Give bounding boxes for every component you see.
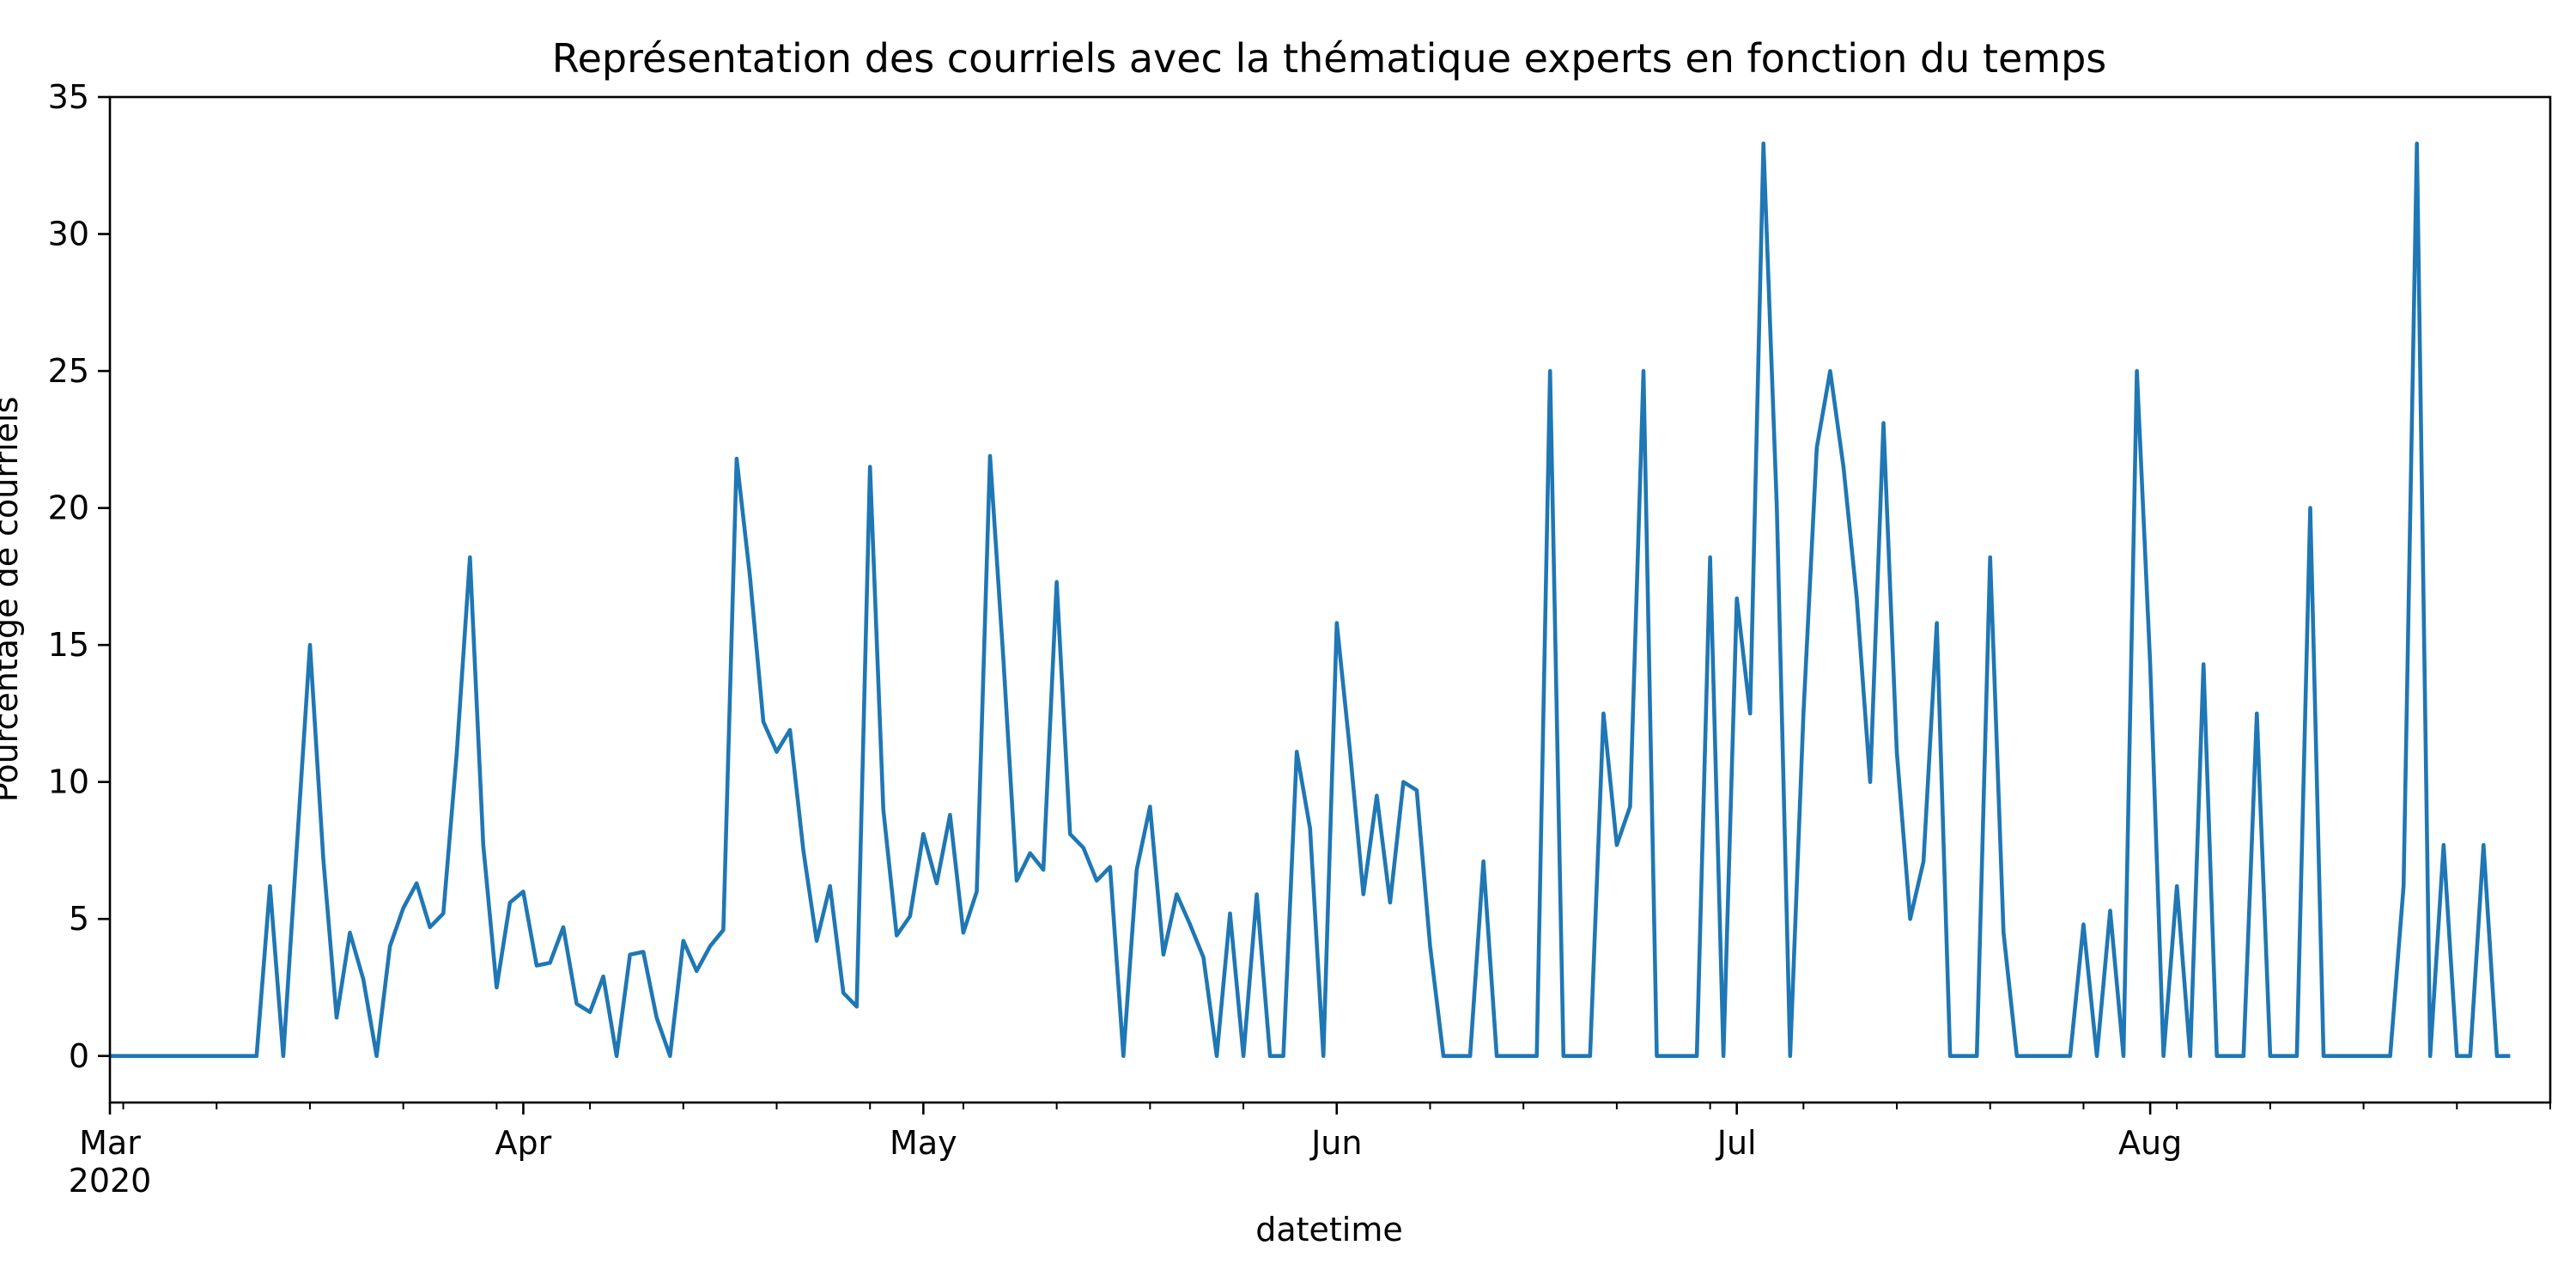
y-axis-label: Pourcentage de courriels xyxy=(0,397,25,802)
y-tick-label: 10 xyxy=(48,763,89,801)
x-tick-label: Mar xyxy=(79,1124,141,1162)
chart-title: Représentation des courriels avec la thé… xyxy=(552,35,2107,82)
x-tick-label: Aug xyxy=(2118,1124,2182,1162)
y-tick-label: 15 xyxy=(48,626,89,664)
y-tick-label: 20 xyxy=(48,489,89,527)
series-line xyxy=(110,141,2511,1059)
y-tick-label: 0 xyxy=(69,1037,89,1075)
y-tick-label: 25 xyxy=(48,352,89,390)
x-tick-label: Jun xyxy=(1309,1124,1362,1162)
y-axis: 0 5 10 15 20 25 30 35 xyxy=(48,78,110,1075)
y-tick-label: 5 xyxy=(69,900,89,938)
plot-frame xyxy=(108,95,2552,1104)
y-tick-label: 30 xyxy=(48,216,89,253)
x-tick-sublabel: 2020 xyxy=(69,1162,152,1200)
x-tick-label: May xyxy=(890,1124,957,1162)
x-axis-label: datetime xyxy=(1255,1211,1403,1249)
x-tick-label: Jul xyxy=(1716,1124,1757,1162)
y-tick-label: 35 xyxy=(48,78,89,116)
x-tick-label: Apr xyxy=(495,1124,552,1162)
